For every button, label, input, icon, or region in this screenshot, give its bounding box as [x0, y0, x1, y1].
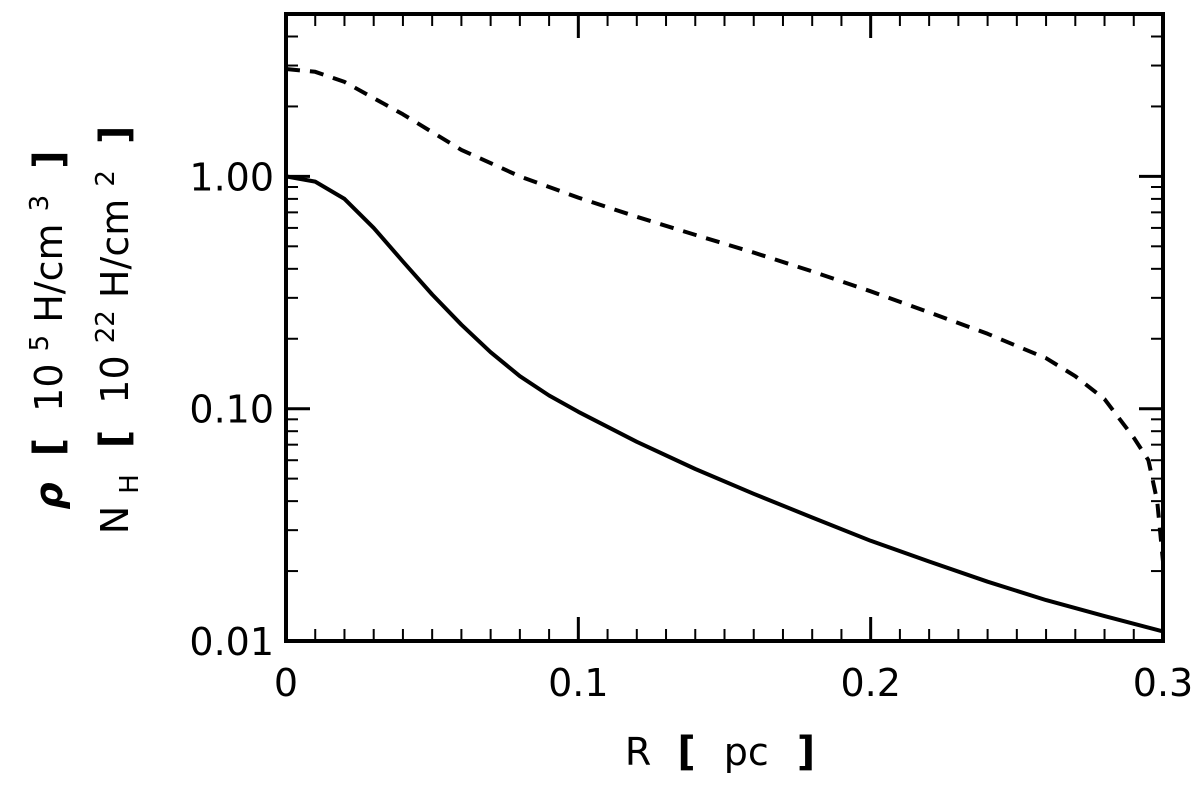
x-axis-symbol: R: [625, 730, 651, 774]
series-line-solid: [285, 174, 1164, 634]
y-axis-rho-unit-exp: 5: [25, 335, 55, 352]
series-line-dashed: [285, 67, 1165, 562]
plot-frame: [284, 12, 1165, 643]
tick-labels-layer: 0 0.1 0.2 0.3 0.01 0.10 1.00: [189, 155, 1193, 705]
x-tick-label: 0.1: [548, 661, 608, 705]
y-axis-nh-unit-base: 10: [93, 355, 137, 403]
ticks-layer: [284, 14, 1165, 643]
y-axis-rho-unit-rest-exp: 3: [25, 195, 55, 212]
y-axis-label-rho: ρ [ 10 5 H/cm 3 ]: [13, 150, 72, 509]
series-layer: [285, 67, 1165, 634]
y-tick-label: 1.00: [189, 155, 274, 199]
x-axis-label: R [ pc ]: [625, 729, 815, 775]
x-tick-label: 0: [274, 661, 298, 705]
y-tick-label: 0.10: [189, 388, 274, 432]
x-tick-label: 0.2: [840, 661, 900, 705]
y-tick-label: 0.01: [189, 620, 274, 664]
x-tick-label: 0.3: [1133, 661, 1193, 705]
y-axis-nh-unit-exp: 22: [91, 310, 121, 343]
y-axis-nh-symbol-sub: H: [115, 474, 145, 494]
y-axis-nh-unit-rest-exp: 2: [91, 170, 121, 187]
y-axis-label-nh: N H [ 10 22 H/cm 2 ]: [79, 126, 147, 535]
x-axis-unit: pc: [724, 730, 769, 774]
y-axis-nh-unit-rest: H/cm: [93, 199, 137, 298]
y-axis-rho-unit-rest: H/cm: [27, 223, 71, 322]
y-axis-rho-unit-base: 10: [27, 364, 71, 412]
y-axis-nh-symbol: N: [93, 506, 137, 534]
y-axis-rho-symbol: ρ: [27, 482, 71, 509]
